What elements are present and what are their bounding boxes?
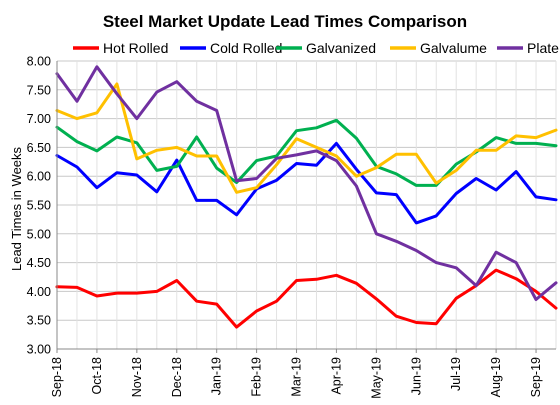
x-tick-label: Nov-18 <box>130 357 144 397</box>
legend-label: Plate <box>527 40 559 56</box>
y-tick-label: 7.00 <box>27 112 51 126</box>
x-tick-label: May-19 <box>369 357 383 399</box>
legend-label: Galvalume <box>420 40 487 56</box>
x-tick-label: Sep-19 <box>529 357 543 397</box>
y-tick-label: 8.00 <box>27 55 51 69</box>
y-tick-label: 7.50 <box>27 83 51 97</box>
chart-title: Steel Market Update Lead Times Compariso… <box>103 12 467 31</box>
y-tick-label: 3.50 <box>27 314 51 328</box>
x-tick-label: Jan-19 <box>210 357 224 395</box>
legend-label: Hot Rolled <box>103 40 168 56</box>
series-line-galvalume <box>55 82 558 194</box>
x-tick-label: Mar-19 <box>290 357 304 397</box>
y-tick-label: 5.00 <box>27 227 51 241</box>
x-tick-label: Jul-19 <box>449 357 463 391</box>
x-tick-label: Feb-19 <box>250 357 264 397</box>
x-tick-label: Dec-18 <box>170 357 184 397</box>
series-line-cold-rolled <box>55 141 558 225</box>
y-tick-label: 4.00 <box>27 285 51 299</box>
x-tick-label: Aug-19 <box>489 357 503 397</box>
legend-label: Cold Rolled <box>210 40 282 56</box>
y-tick-label: 3.00 <box>27 343 51 357</box>
series-lines <box>55 65 558 329</box>
series-line-plate <box>55 65 558 301</box>
legend: Hot Rolled Cold Rolled Galvanized Galvalume… <box>73 40 559 56</box>
gridlines <box>56 60 557 350</box>
y-tick-label: 6.50 <box>27 141 51 155</box>
y-tick-label: 4.50 <box>27 256 51 270</box>
y-tick-labels: 3.00 3.50 4.00 4.50 5.00 5.50 6.00 6.50 7.00 7.50… <box>27 55 51 357</box>
x-tick-label: Apr-19 <box>329 357 343 395</box>
series-line-hot-rolled <box>55 268 558 329</box>
y-axis-label: Lead Times in Weeks <box>9 146 24 271</box>
x-tick-label: Sep-18 <box>50 357 64 397</box>
x-tick-labels: Sep-18 Oct-18 Nov-18 Dec-18 Jan-19 Feb-19 Mar-… <box>50 357 543 399</box>
legend-label: Galvanized <box>306 40 376 56</box>
axes <box>56 61 556 353</box>
y-tick-label: 6.00 <box>27 170 51 184</box>
x-tick-label: Jun-19 <box>409 357 423 395</box>
y-tick-label: 5.50 <box>27 199 51 213</box>
x-tick-label: Oct-18 <box>90 357 104 395</box>
